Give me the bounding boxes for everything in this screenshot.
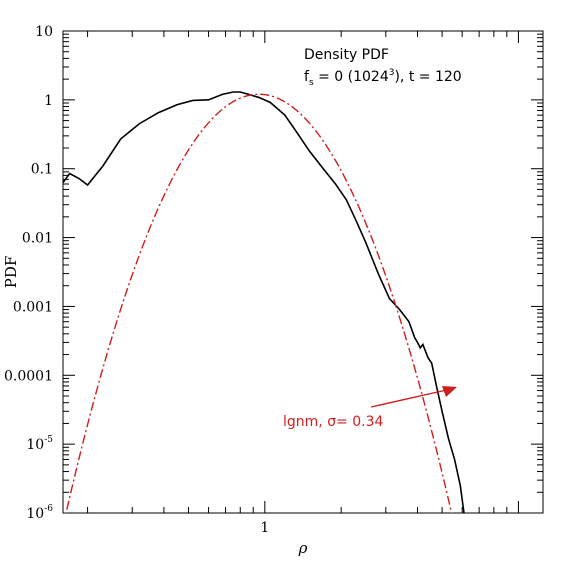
y-tick-label: 0.1 xyxy=(31,162,53,178)
y-tick-label: 0.001 xyxy=(13,299,53,315)
fit-label: lgnm, σ= 0.34 xyxy=(283,414,384,430)
annotation-run-info: fs = 0 (10243), t = 120 xyxy=(304,68,462,88)
y-tick-label: 1 xyxy=(44,93,53,109)
x-axis-title: ρ xyxy=(298,539,308,557)
y-axis-title: PDF xyxy=(2,256,20,289)
lognormal-fit-line xyxy=(65,93,453,513)
y-tick-label: 0.0001 xyxy=(4,368,53,384)
pdf-data-line xyxy=(63,91,465,513)
y-tick-label: 10-6 xyxy=(26,504,53,522)
annotation-title: Density PDF xyxy=(304,47,389,63)
fit-arrow xyxy=(370,386,457,408)
y-tick-label: 10-5 xyxy=(26,435,53,453)
x-tick-label: 1 xyxy=(260,520,269,536)
y-tick-label: 10 xyxy=(35,24,53,40)
y-tick-label: 0.01 xyxy=(22,231,53,247)
plot-frame xyxy=(62,30,544,514)
